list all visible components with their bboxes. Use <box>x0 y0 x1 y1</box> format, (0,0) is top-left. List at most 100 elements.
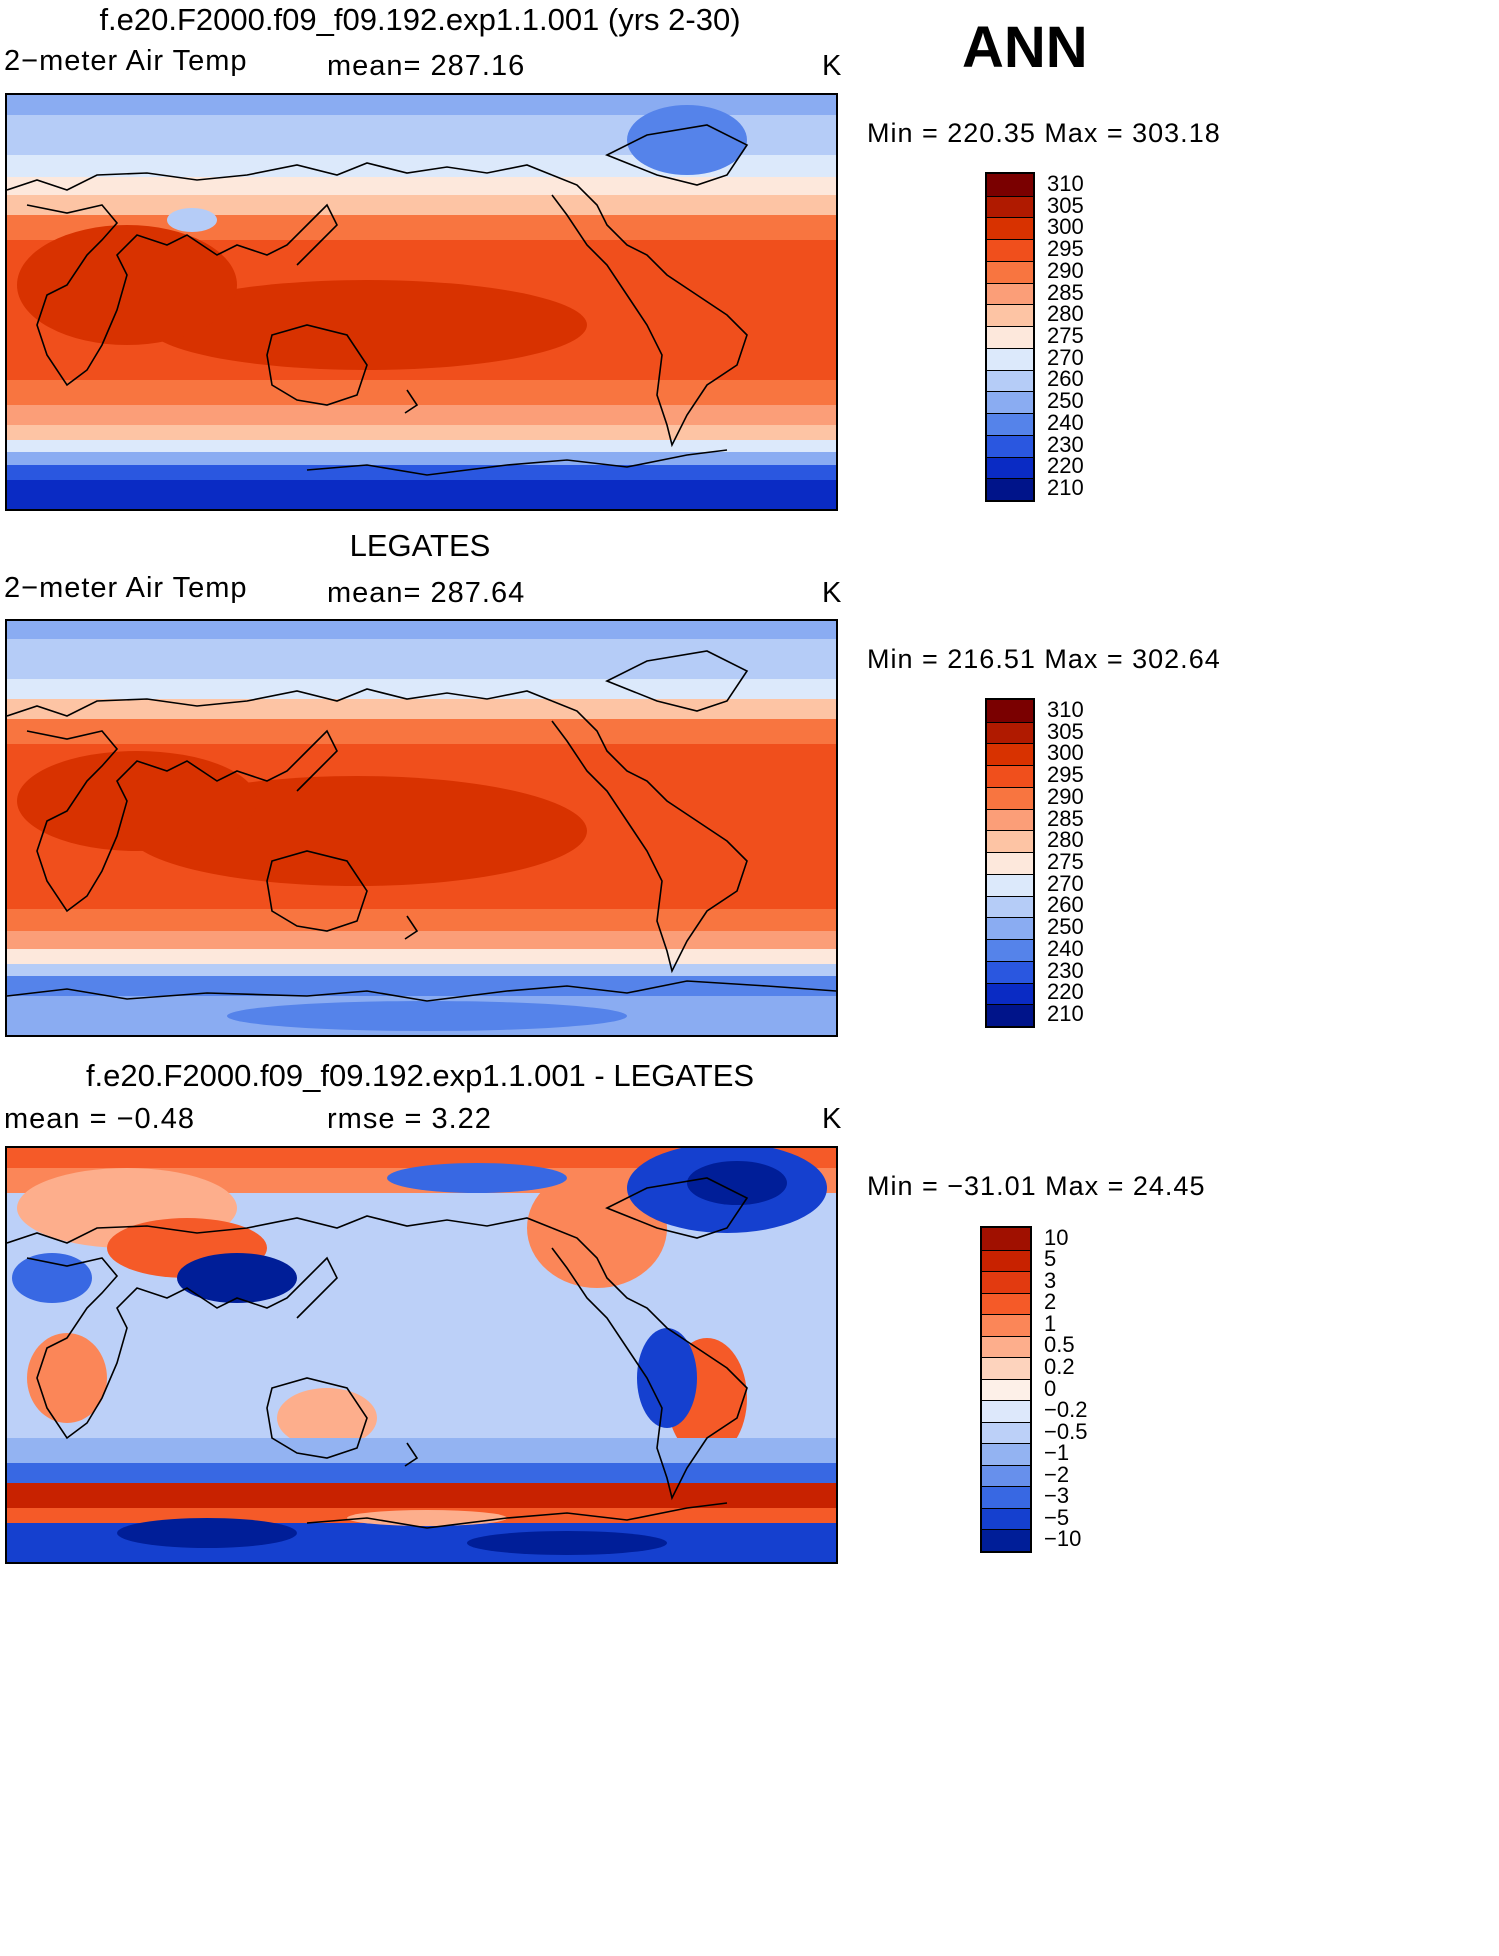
colorbar-swatch <box>982 1529 1030 1551</box>
colorbar-swatch <box>982 1421 1030 1444</box>
colorbar-label: 290 <box>1047 783 1084 809</box>
colorbar-swatch <box>987 413 1033 435</box>
colorbar-label: 230 <box>1047 957 1084 983</box>
colorbar-label: 290 <box>1047 257 1084 283</box>
colorbar-swatch <box>982 1292 1030 1315</box>
colorbar-swatch <box>987 456 1033 479</box>
colorbar-label: 220 <box>1047 453 1084 479</box>
panel-3-units: K <box>822 1103 843 1135</box>
colorbar-swatch <box>987 217 1033 240</box>
colorbar-label: 240 <box>1047 935 1084 961</box>
colorbar-label: 310 <box>1047 170 1084 196</box>
colorbar-label: 210 <box>1047 1001 1084 1027</box>
colorbar-label: 1 <box>1044 1310 1057 1336</box>
colorbar-label: 0 <box>1044 1375 1057 1401</box>
colorbar-swatch <box>987 347 1033 370</box>
colorbar-label: 5 <box>1044 1246 1057 1272</box>
colorbar-swatch <box>982 1228 1030 1250</box>
colorbar-label: 230 <box>1047 431 1084 457</box>
colorbar-label: 305 <box>1047 192 1084 218</box>
colorbar-swatch <box>987 478 1033 500</box>
panel-2-map-field <box>7 621 836 1035</box>
panel-2-colorbar <box>985 698 1035 1028</box>
colorbar-swatch <box>987 174 1033 196</box>
colorbar-swatch <box>982 1443 1030 1465</box>
colorbar-label: 295 <box>1047 762 1084 788</box>
panel-1-units: K <box>822 50 843 82</box>
panel-1-map-field <box>7 95 836 509</box>
colorbar-swatch <box>987 830 1033 853</box>
colorbar-label: 280 <box>1047 301 1084 327</box>
colorbar-label: −1 <box>1044 1440 1070 1466</box>
colorbar-swatch <box>982 1271 1030 1293</box>
colorbar-label: 0.2 <box>1044 1353 1075 1379</box>
colorbar-label: −10 <box>1044 1526 1082 1552</box>
colorbar-label: 295 <box>1047 236 1084 262</box>
panel-1-minmax: Min = 220.35 Max = 303.18 <box>867 118 1221 148</box>
colorbar-swatch <box>987 195 1033 218</box>
colorbar-label: −0.5 <box>1044 1418 1088 1444</box>
panel-3-rmse-label: rmse = 3.22 <box>327 1103 492 1135</box>
colorbar-swatch <box>987 1004 1033 1026</box>
colorbar-swatch <box>982 1464 1030 1487</box>
colorbar-swatch <box>987 369 1033 392</box>
colorbar-swatch <box>987 700 1033 722</box>
colorbar-label: 2 <box>1044 1289 1057 1315</box>
panel-3-map-field <box>7 1148 836 1562</box>
colorbar-label: 310 <box>1047 696 1084 722</box>
panel-1-colorbar <box>985 172 1035 502</box>
panel-2-title: LEGATES <box>349 528 491 563</box>
panel-1-mean-label: mean= 287.16 <box>327 50 526 82</box>
colorbar-swatch <box>982 1314 1030 1336</box>
colorbar-swatch <box>987 808 1033 831</box>
colorbar-swatch <box>987 852 1033 874</box>
panel-3-map <box>5 1146 838 1564</box>
colorbar-label: 270 <box>1047 344 1084 370</box>
colorbar-swatch <box>987 304 1033 327</box>
colorbar-swatch <box>987 721 1033 744</box>
colorbar-label: 285 <box>1047 805 1084 831</box>
panel-2-minmax: Min = 216.51 Max = 302.64 <box>867 644 1221 674</box>
panel-2-mean-label: mean= 287.64 <box>327 577 526 609</box>
colorbar-label: 260 <box>1047 892 1084 918</box>
colorbar-swatch <box>982 1378 1030 1401</box>
colorbar-swatch <box>987 282 1033 305</box>
colorbar-label: 280 <box>1047 827 1084 853</box>
colorbar-label: −2 <box>1044 1461 1070 1487</box>
panel-1-title: f.e20.F2000.f09_f09.192.exp1.1.001 (yrs … <box>99 2 741 37</box>
colorbar-swatch <box>982 1249 1030 1272</box>
colorbar-swatch <box>987 917 1033 940</box>
colorbar-label: 260 <box>1047 366 1084 392</box>
colorbar-swatch <box>987 239 1033 261</box>
panel-1-map <box>5 93 838 511</box>
colorbar-swatch <box>987 434 1033 457</box>
colorbar-label: 240 <box>1047 409 1084 435</box>
colorbar-label: 275 <box>1047 323 1084 348</box>
colorbar-swatch <box>982 1507 1030 1530</box>
panel-2-units: K <box>822 577 843 609</box>
colorbar-label: 305 <box>1047 718 1084 744</box>
colorbar-swatch <box>987 982 1033 1005</box>
colorbar-swatch <box>987 873 1033 896</box>
colorbar-swatch <box>987 895 1033 918</box>
colorbar-label: 220 <box>1047 979 1084 1005</box>
colorbar-label: −5 <box>1044 1504 1070 1530</box>
colorbar-swatch <box>987 939 1033 961</box>
colorbar-swatch <box>987 786 1033 809</box>
colorbar-swatch <box>987 326 1033 348</box>
colorbar-swatch <box>982 1400 1030 1422</box>
panel-2-map <box>5 619 838 1037</box>
colorbar-label: 210 <box>1047 475 1084 501</box>
colorbar-label: 300 <box>1047 214 1084 240</box>
colorbar-label: 250 <box>1047 914 1084 940</box>
colorbar-swatch <box>982 1357 1030 1379</box>
panel-1-variable-label: 2−meter Air Temp <box>4 45 248 77</box>
colorbar-swatch <box>982 1335 1030 1358</box>
colorbar-label: −3 <box>1044 1483 1070 1509</box>
colorbar-label: 0.5 <box>1044 1332 1075 1358</box>
season-label: ANN <box>962 15 1088 80</box>
panel-2-variable-label: 2−meter Air Temp <box>4 572 248 604</box>
panel-3-title: f.e20.F2000.f09_f09.192.exp1.1.001 - LEG… <box>85 1058 755 1093</box>
colorbar-label: 3 <box>1044 1267 1057 1293</box>
colorbar-swatch <box>987 765 1033 787</box>
